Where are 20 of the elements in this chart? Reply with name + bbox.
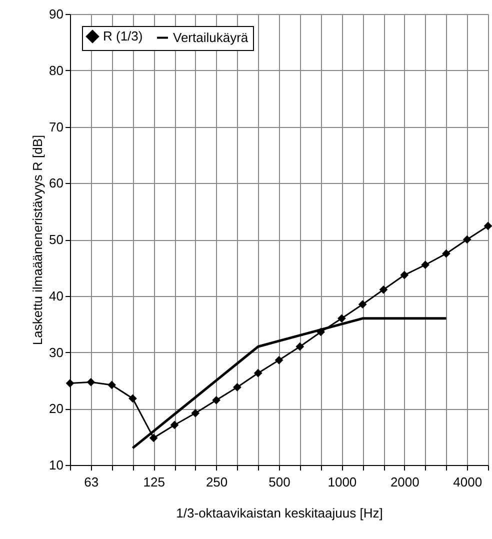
y-tick-label: 40 (49, 288, 64, 304)
y-tick-label: 60 (49, 176, 64, 191)
x-tick-label: 125 (143, 474, 165, 490)
y-tick-label: 30 (49, 344, 64, 360)
y-tick-label: 90 (49, 6, 64, 22)
x-tick-label: 1000 (328, 474, 357, 490)
x-tick-label: 250 (206, 474, 228, 490)
y-tick-label: 10 (49, 458, 64, 472)
y-tick-label: 80 (49, 62, 64, 78)
x-axis-title: 1/3-oktaavikaistan keskitaajuus [Hz] (176, 506, 383, 520)
x-tick-label: 2000 (390, 474, 420, 490)
x-tick-label: 63 (84, 474, 99, 490)
y-axis-title: Laskettu ilmaääneneristävyys R [dB] (30, 134, 46, 346)
legend-label: R (1/3) (103, 28, 143, 44)
y-tick-label: 50 (49, 232, 64, 247)
x-tick-label: 4000 (453, 474, 482, 490)
y-tick-label: 70 (49, 119, 64, 134)
x-tick-label: 500 (268, 474, 290, 490)
y-tick-label: 20 (49, 401, 64, 416)
legend-label: Vertailukäyrä (173, 30, 249, 45)
